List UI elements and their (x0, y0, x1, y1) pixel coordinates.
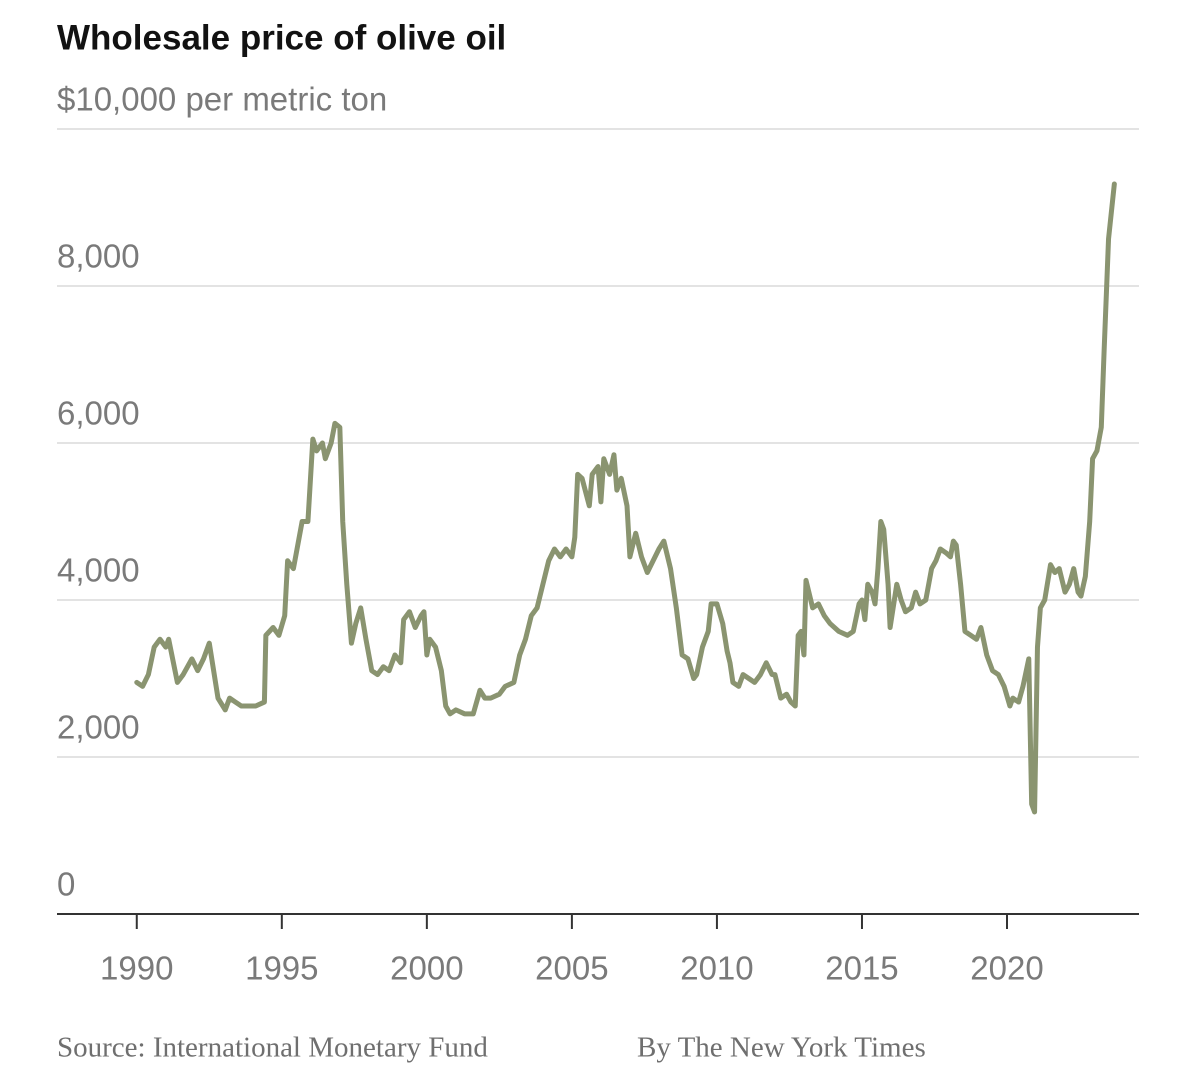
x-tick-label: 1990 (100, 950, 173, 987)
byline: By The New York Times (637, 1032, 926, 1064)
x-tick-label: 2020 (970, 950, 1043, 987)
y-tick-label: 4,000 (57, 552, 140, 589)
y-tick-label: 2,000 (57, 709, 140, 746)
chart-title: Wholesale price of olive oil (57, 18, 506, 57)
y-tick-label: 0 (57, 866, 75, 903)
y-tick-label: 6,000 (57, 395, 140, 432)
y-tick-label: 8,000 (57, 238, 140, 275)
x-tick-label: 2010 (680, 950, 753, 987)
price-line (134, 181, 1117, 815)
y-tick-label: $10,000 per metric ton (57, 81, 387, 118)
x-tick-label: 2000 (390, 950, 463, 987)
x-tick-label: 1995 (245, 950, 318, 987)
x-tick-label: 2005 (535, 950, 608, 987)
x-tick-label: 2015 (825, 950, 898, 987)
source: Source: International Monetary Fund (57, 1032, 488, 1064)
